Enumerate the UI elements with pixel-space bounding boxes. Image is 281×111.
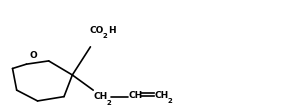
Text: 2: 2 <box>106 100 111 106</box>
Text: H: H <box>108 26 116 35</box>
Text: O: O <box>30 51 37 60</box>
Text: CH: CH <box>155 91 169 100</box>
Text: CO: CO <box>89 26 103 35</box>
Text: 2: 2 <box>168 98 173 104</box>
Text: CH: CH <box>94 92 108 101</box>
Text: 2: 2 <box>103 33 108 39</box>
Text: CH: CH <box>129 91 143 100</box>
